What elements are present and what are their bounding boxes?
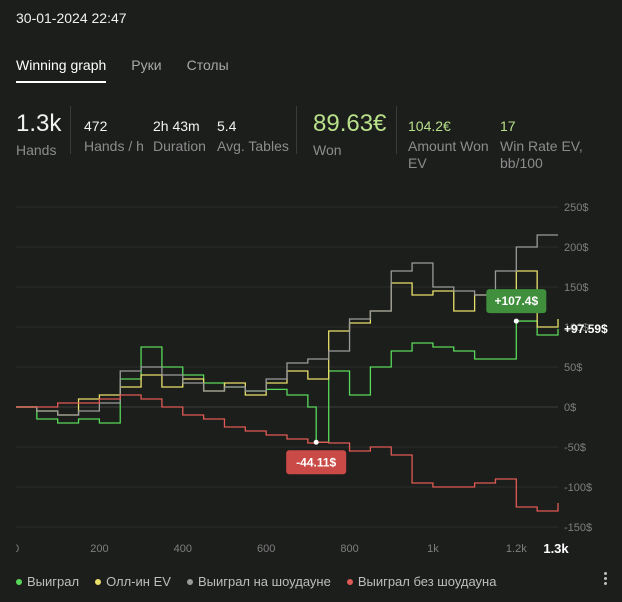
stat-hands-value: 1.3k [16, 110, 62, 137]
stat-hands-per-hour: 472 Hands / h [84, 118, 144, 155]
winning-graph-chart: 250$ 200$ 150$ 100$ 50$ 0$ -50$ -100$ -150$ 0 200 4… [16, 197, 622, 557]
legend-label: Выиграл на шоудауне [197, 574, 331, 589]
series-line [16, 394, 559, 512]
legend-dot [95, 578, 102, 585]
tab-bar: Winning graph Руки Столы [16, 57, 254, 83]
stat-avg-tables: 5.4 Avg. Tables [217, 118, 289, 155]
divider [396, 106, 397, 154]
y-tick-label: 150$ [564, 282, 588, 294]
end-value-label: +97.59$ [564, 322, 608, 336]
annotation-box [286, 450, 347, 475]
divider [70, 106, 71, 154]
tab-winning-graph[interactable]: Winning graph [16, 57, 107, 83]
stats-panel: 1.3k Hands 472 Hands / h 2h 43m Duration… [0, 100, 622, 180]
tab-tables[interactable]: Столы [186, 57, 229, 73]
stat-hands-per-hour-label: Hands / h [84, 138, 144, 154]
legend-item-non-showdown[interactable]: Выиграл без шоудауна [346, 574, 497, 589]
stat-amount-won-ev: 104.2€ Amount Won EV [408, 118, 489, 172]
stat-win-rate-ev-label: Win Rate EV, bb/100 [500, 138, 583, 172]
legend-item-allin-ev[interactable]: Олл-ин EV [95, 574, 171, 589]
y-tick-label: 0$ [564, 402, 576, 414]
y-tick-label: 100$ [564, 322, 588, 334]
y-tick-label: -50$ [564, 442, 586, 454]
annotation-label: +107.4$ [494, 294, 538, 308]
x-tick-label: 600 [257, 543, 275, 555]
stat-won-value: 89.63€ [313, 110, 387, 137]
stat-duration: 2h 43m Duration [153, 118, 206, 155]
x-tick-label: 1k [427, 543, 439, 555]
y-tick-label: 50$ [564, 362, 582, 374]
divider [296, 106, 297, 154]
stat-amount-won-ev-value: 104.2€ [408, 118, 451, 134]
x-tick-label: 1.2k [506, 543, 527, 555]
series-line [16, 320, 559, 443]
y-tick-label: 200$ [564, 242, 588, 254]
stat-won-label: Won [313, 142, 342, 158]
stat-amount-won-ev-label-line2: EV [408, 155, 427, 171]
session-datetime: 30-01-2024 22:47 [16, 10, 127, 26]
stat-duration-label: Duration [153, 138, 206, 154]
annotation-point [313, 439, 319, 445]
annotation-box [486, 289, 547, 314]
legend-dot [346, 578, 353, 585]
stat-duration-value: 2h 43m [153, 118, 200, 134]
stat-hands: 1.3k Hands [16, 110, 61, 159]
annotation-point [513, 318, 519, 324]
stat-hands-per-hour-value: 472 [84, 118, 108, 134]
annotation-label: -44.11$ [296, 455, 336, 469]
series-line [16, 234, 558, 416]
legend-label: Олл-ин EV [106, 574, 171, 589]
stat-amount-won-ev-label: Amount Won EV [408, 138, 489, 172]
stat-avg-tables-value: 5.4 [217, 118, 237, 134]
stat-win-rate-ev: 17 Win Rate EV, bb/100 [500, 118, 583, 172]
more-options-icon[interactable] [601, 570, 609, 588]
legend-dot [186, 578, 193, 585]
stat-amount-won-ev-label-line1: Amount Won [408, 138, 489, 154]
legend-label: Выиграл [27, 574, 80, 589]
legend-item-showdown[interactable]: Выиграл на шоудауне [186, 574, 331, 589]
x-tick-label: 0 [16, 543, 19, 555]
chart-svg: 250$ 200$ 150$ 100$ 50$ 0$ -50$ -100$ -150$ 0 200 4… [16, 202, 608, 556]
stat-won: 89.63€ Won [313, 110, 386, 159]
tab-hands[interactable]: Руки [131, 57, 162, 73]
legend-dot [16, 578, 22, 585]
y-tick-label: -150$ [564, 522, 592, 534]
stat-win-rate-ev-label-line1: Win Rate EV, [500, 138, 583, 154]
x-end-label: 1.3k [543, 541, 569, 556]
legend-item-won[interactable]: Выиграл [16, 574, 79, 589]
x-tick-label: 800 [340, 543, 358, 555]
stat-win-rate-ev-value: 17 [500, 118, 516, 134]
chart-legend: Выиграл Олл-ин EV Выиграл на шоудауне Вы… [16, 574, 512, 589]
x-tick-label: 400 [174, 543, 192, 555]
y-tick-label: -100$ [564, 482, 592, 494]
stat-hands-label: Hands [16, 142, 57, 158]
legend-label: Выиграл без шоудауна [357, 574, 497, 589]
y-tick-label: 250$ [564, 202, 588, 214]
stat-avg-tables-label: Avg. Tables [217, 138, 289, 154]
x-tick-label: 200 [90, 543, 108, 555]
stat-win-rate-ev-label-line2: bb/100 [500, 155, 543, 171]
